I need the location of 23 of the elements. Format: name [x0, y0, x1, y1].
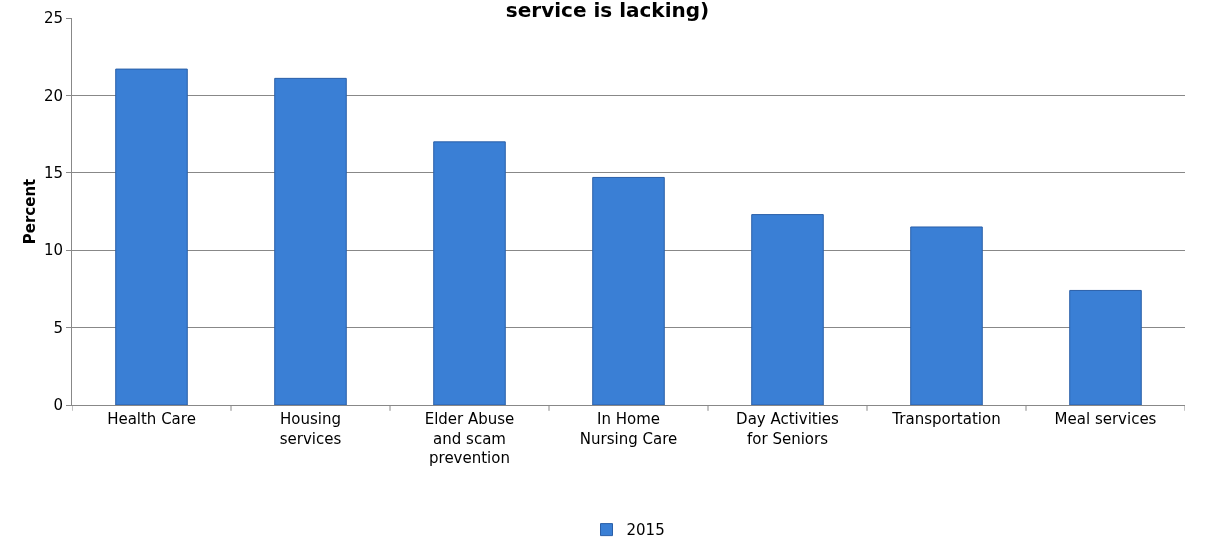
bar: [751, 214, 824, 405]
y-tick-label: 5: [53, 318, 63, 337]
y-tick-label: 10: [43, 241, 63, 260]
bar: [115, 68, 188, 405]
chart-title: service is lacking): [505, 0, 710, 22]
y-tick-label: 25: [43, 9, 63, 28]
bar: [274, 77, 347, 405]
y-tick-label: 15: [43, 164, 63, 183]
y-axis-title: Percent: [21, 178, 40, 245]
x-tick-label: Day Activities for Seniors: [736, 410, 840, 448]
bar: [433, 141, 506, 405]
x-tick-label: Transportation: [891, 410, 1001, 428]
legend-label: 2015: [626, 521, 665, 540]
y-tick-label: 0: [53, 396, 63, 415]
x-tick-label: Elder Abuse and scam prevention: [424, 410, 515, 467]
bar: [910, 226, 983, 405]
x-tick-label: In Home Nursing Care: [579, 410, 678, 448]
x-tick-label: Housing services: [279, 410, 342, 448]
y-tick-label: 20: [43, 86, 63, 105]
bar: [1069, 289, 1142, 405]
x-tick-label: Meal services: [1054, 410, 1157, 428]
x-tick-label: Health Care: [107, 410, 196, 428]
bar: [592, 176, 665, 405]
